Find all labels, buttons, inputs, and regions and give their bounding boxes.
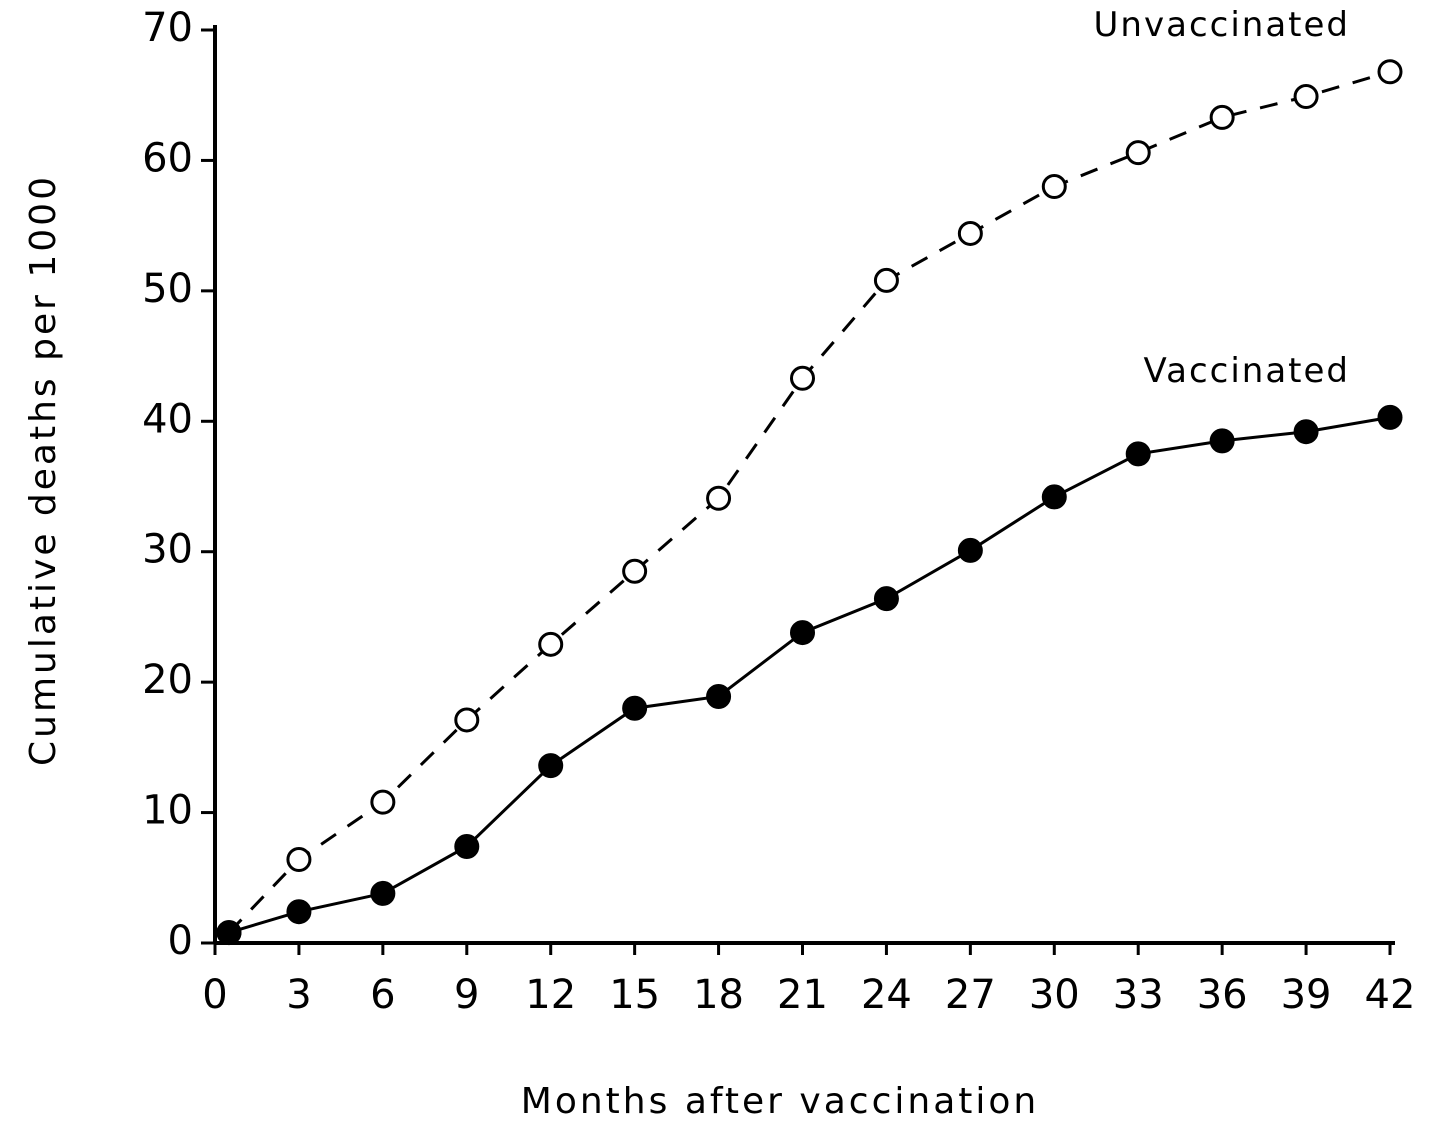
series-line: [227, 70, 1391, 934]
point: [1041, 174, 1067, 200]
y-tick-label: 10: [142, 788, 193, 834]
point: [454, 707, 480, 733]
x-tick-label: 27: [945, 972, 996, 1018]
point: [1209, 428, 1235, 454]
x-tick-label: 12: [525, 972, 576, 1018]
point: [538, 753, 564, 779]
x-tick-label: 9: [454, 972, 479, 1018]
point: [1125, 140, 1151, 166]
point: [1377, 404, 1403, 430]
point: [538, 631, 564, 657]
y-tick-label: 20: [142, 657, 193, 703]
point: [873, 586, 899, 612]
x-tick-label: 33: [1113, 972, 1164, 1018]
x-tick-label: 18: [693, 972, 744, 1018]
y-tick-label: 50: [142, 266, 193, 312]
x-tick-label: 15: [609, 972, 660, 1018]
y-tick-label: 0: [168, 918, 193, 964]
point: [622, 695, 648, 721]
point: [1377, 59, 1403, 85]
point: [1125, 441, 1151, 467]
x-tick-label: 21: [777, 972, 828, 1018]
series-label: Unvaccinated: [1094, 5, 1350, 45]
point: [454, 833, 480, 859]
point: [1293, 419, 1319, 445]
point: [370, 789, 396, 815]
point: [1293, 84, 1319, 110]
point: [873, 267, 899, 293]
y-axis-title: Cumulative deaths per 1000: [23, 174, 64, 766]
x-tick-label: 24: [861, 972, 912, 1018]
point: [1209, 104, 1235, 130]
point: [957, 220, 983, 246]
point: [286, 847, 312, 873]
point: [957, 537, 983, 563]
point: [1041, 484, 1067, 510]
x-tick-label: 42: [1365, 972, 1416, 1018]
x-tick-label: 36: [1197, 972, 1248, 1018]
point: [706, 485, 732, 511]
x-axis-title: Months after vaccination: [521, 1081, 1039, 1122]
point: [790, 620, 815, 646]
y-tick-label: 30: [142, 527, 193, 573]
x-tick-label: 0: [202, 972, 227, 1018]
y-tick-label: 70: [142, 5, 193, 51]
point: [216, 920, 242, 946]
y-tick-label: 40: [142, 396, 193, 442]
point: [286, 899, 312, 925]
series-line: [228, 415, 1391, 935]
y-tick-label: 60: [142, 135, 193, 181]
point: [370, 880, 396, 906]
x-tick-label: 30: [1029, 972, 1080, 1018]
x-tick-label: 3: [286, 972, 311, 1018]
point: [790, 365, 815, 391]
point: [622, 558, 648, 584]
point: [706, 683, 732, 709]
x-tick-label: 6: [370, 972, 395, 1018]
x-tick-label: 39: [1281, 972, 1332, 1018]
series-label: Vaccinated: [1143, 351, 1350, 391]
